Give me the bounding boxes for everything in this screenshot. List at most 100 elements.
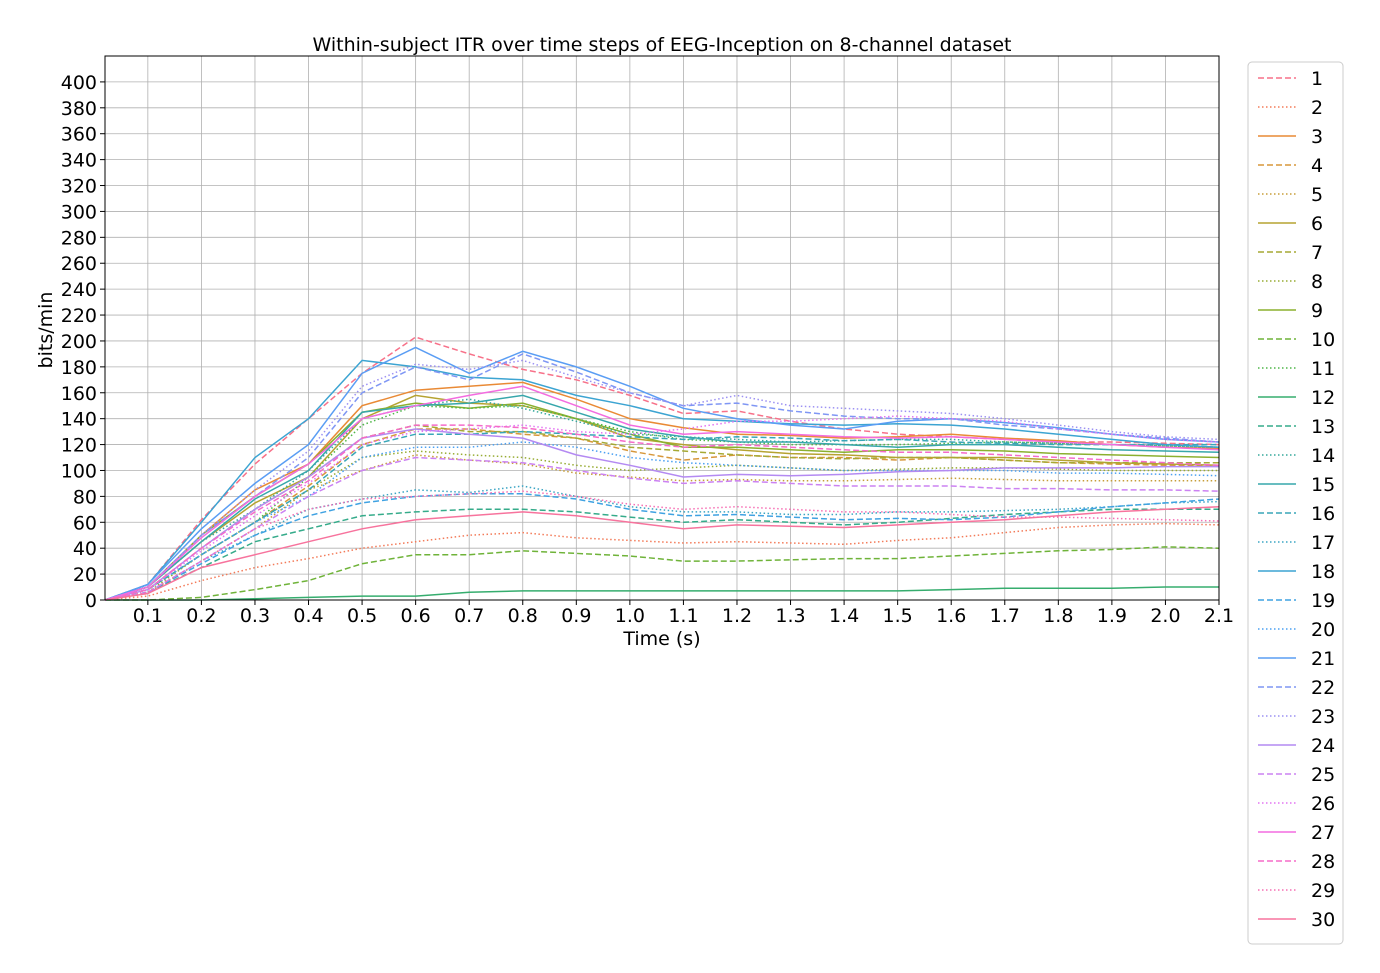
series-line-2 — [104, 522, 1220, 601]
y-tick-label: 40 — [73, 538, 97, 560]
series-line-3 — [104, 381, 1220, 601]
x-tick-label: 2.1 — [1204, 605, 1234, 627]
legend-label-22: 22 — [1311, 677, 1335, 699]
x-tick-label: 0.5 — [347, 605, 377, 627]
y-tick-label: 340 — [61, 150, 97, 172]
legend-label-29: 29 — [1311, 880, 1335, 902]
series-line-28 — [104, 424, 1220, 601]
legend-label-16: 16 — [1311, 503, 1335, 525]
legend-label-25: 25 — [1311, 764, 1335, 786]
x-axis-label: Time (s) — [622, 628, 700, 650]
x-tick-label: 0.2 — [186, 605, 216, 627]
y-tick-label: 320 — [61, 176, 97, 198]
y-tick-label: 300 — [61, 201, 97, 223]
legend-label-27: 27 — [1311, 822, 1335, 844]
x-tick-label: 0.4 — [293, 605, 323, 627]
legend-label-10: 10 — [1311, 329, 1335, 351]
y-tick-label: 380 — [61, 98, 97, 120]
series-line-11 — [104, 404, 1220, 601]
x-tick-label: 1.3 — [775, 605, 805, 627]
legend-label-8: 8 — [1311, 271, 1323, 293]
y-tick-label: 120 — [61, 435, 97, 457]
y-tick-label: 80 — [73, 486, 97, 508]
legend-label-4: 4 — [1311, 155, 1323, 177]
y-tick-label: 200 — [61, 331, 97, 353]
series-line-22 — [104, 353, 1220, 601]
legend-label-15: 15 — [1311, 474, 1335, 496]
y-tick-label: 180 — [61, 357, 97, 379]
legend-label-20: 20 — [1311, 619, 1335, 641]
series-line-8 — [104, 450, 1219, 601]
series-line-18 — [104, 359, 1220, 601]
series-line-10 — [105, 546, 1220, 601]
series-line-24 — [104, 428, 1219, 601]
series-line-13 — [104, 508, 1219, 601]
y-tick-label: 160 — [61, 383, 97, 405]
legend: 1234567891011121314151617181920212223242… — [1247, 61, 1344, 945]
y-tick-label: 220 — [61, 305, 97, 327]
x-tick-label: 0.7 — [454, 605, 484, 627]
series-line-6 — [104, 394, 1220, 601]
y-tick-label: 60 — [73, 512, 97, 534]
legend-label-5: 5 — [1311, 184, 1323, 206]
legend-label-11: 11 — [1311, 358, 1335, 380]
legend-label-12: 12 — [1311, 387, 1335, 409]
series-line-16 — [104, 430, 1219, 601]
legend-label-21: 21 — [1311, 648, 1335, 670]
y-tick-label: 240 — [61, 279, 97, 301]
x-tick-label: 1.0 — [615, 605, 645, 627]
legend-label-24: 24 — [1311, 735, 1335, 757]
x-tick-label: 1.9 — [1097, 605, 1127, 627]
plot-frame — [104, 55, 1220, 601]
legend-label-18: 18 — [1311, 561, 1335, 583]
legend-label-17: 17 — [1311, 532, 1335, 554]
series-line-17 — [104, 485, 1220, 601]
legend-label-28: 28 — [1311, 851, 1335, 873]
x-tick-label: 1.8 — [1043, 605, 1073, 627]
legend-label-26: 26 — [1311, 793, 1335, 815]
legend-label-13: 13 — [1311, 416, 1335, 438]
series-line-29 — [104, 490, 1220, 601]
x-tick-label: 0.9 — [561, 605, 591, 627]
series-line-27 — [104, 385, 1220, 601]
series-line-30 — [104, 505, 1220, 601]
series-line-23 — [104, 359, 1220, 601]
y-tick-label: 280 — [61, 227, 97, 249]
x-tick-label: 0.1 — [133, 605, 163, 627]
legend-label-7: 7 — [1311, 242, 1323, 264]
series-lines — [104, 336, 1220, 601]
legend-label-2: 2 — [1311, 97, 1323, 119]
y-tick-label: 360 — [61, 124, 97, 146]
x-tick-label: 0.8 — [508, 605, 538, 627]
series-line-9 — [104, 402, 1220, 601]
y-tick-label: 400 — [61, 72, 97, 94]
x-tick-label: 1.6 — [936, 605, 966, 627]
series-line-4 — [104, 428, 1219, 601]
series-line-25 — [104, 456, 1220, 601]
y-tick-label: 140 — [61, 409, 97, 431]
x-tick-label: 1.2 — [722, 605, 752, 627]
y-tick-label: 260 — [61, 253, 97, 275]
legend-label-23: 23 — [1311, 706, 1335, 728]
series-line-12 — [105, 586, 1219, 601]
y-tick-label: 100 — [61, 460, 97, 482]
legend-label-6: 6 — [1311, 213, 1323, 235]
x-tick-label: 0.6 — [401, 605, 431, 627]
series-line-15 — [104, 394, 1220, 601]
y-axis-label: bits/min — [35, 292, 57, 369]
series-line-5 — [104, 454, 1219, 601]
x-tick-label: 1.7 — [990, 605, 1020, 627]
legend-box — [1247, 61, 1344, 945]
grid-lines — [105, 56, 1220, 601]
legend-label-30: 30 — [1311, 909, 1335, 931]
x-axis-ticks: 0.1 0.2 0.3 0.4 0.5 0.6 0.7 0.8 0.9 1.0 1.1 1.2 1.3 1… — [133, 600, 1234, 627]
y-tick-label: 0 — [85, 590, 97, 612]
x-tick-label: 1.1 — [668, 605, 698, 627]
x-tick-label: 2.0 — [1150, 605, 1180, 627]
legend-label-3: 3 — [1311, 126, 1323, 148]
legend-label-19: 19 — [1311, 590, 1335, 612]
legend-label-14: 14 — [1311, 445, 1335, 467]
chart-title: Within-subject ITR over time steps of EE… — [312, 34, 1011, 56]
series-line-21 — [104, 346, 1220, 601]
